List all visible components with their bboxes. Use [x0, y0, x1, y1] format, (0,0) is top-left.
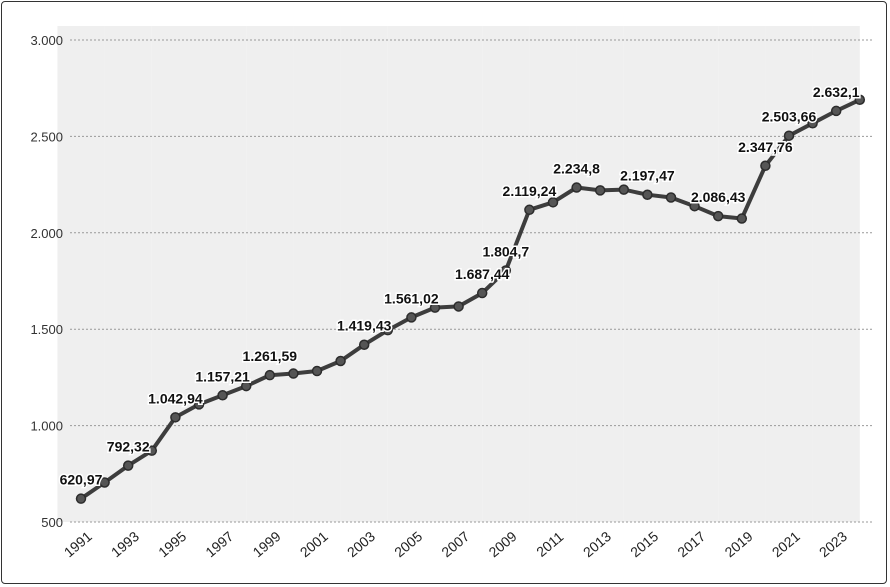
data-point — [783, 130, 795, 141]
data-label: 2.119,24 — [503, 183, 557, 199]
series-line-group — [79, 97, 862, 501]
band — [671, 26, 719, 522]
data-point — [736, 213, 748, 224]
x-tick-label: 2011 — [533, 528, 567, 560]
data-point — [358, 339, 370, 350]
data-point — [311, 365, 323, 377]
data-point — [571, 182, 582, 193]
data-label: 1.157,21 — [195, 368, 250, 384]
y-tick-label: 2.000 — [30, 226, 63, 241]
band — [623, 26, 671, 522]
band — [765, 26, 813, 522]
data-point — [500, 265, 512, 276]
data-point — [122, 460, 134, 471]
band — [812, 26, 860, 522]
data-label: 1.561,02 — [384, 290, 439, 306]
band — [104, 26, 152, 522]
y-tick-label: 1.000 — [30, 419, 63, 434]
data-label: 1.804,7 — [482, 243, 529, 259]
grid-lines — [70, 39, 874, 523]
data-point — [217, 390, 228, 401]
data-point — [99, 477, 110, 488]
band — [57, 26, 105, 522]
band — [718, 26, 766, 522]
data-point — [429, 302, 441, 313]
band — [576, 26, 624, 522]
x-tick-label: 1993 — [108, 528, 142, 560]
y-axis-ticks: 500 1.000 1.500 2.000 2.500 3.000 — [30, 33, 63, 530]
x-tick-label: 2017 — [674, 528, 708, 560]
band — [151, 26, 199, 522]
data-point — [335, 355, 346, 367]
data-point — [665, 192, 677, 203]
x-tick-label: 1999 — [250, 528, 284, 560]
data-label: 2.632,1 — [813, 84, 860, 100]
data-point — [288, 368, 299, 379]
band — [293, 26, 341, 522]
data-point — [524, 204, 535, 216]
data-point — [146, 445, 158, 456]
data-point — [453, 301, 464, 312]
y-tick-label: 3.000 — [30, 33, 63, 48]
band — [529, 26, 577, 522]
band — [387, 26, 435, 522]
data-point — [760, 160, 771, 172]
band — [340, 26, 388, 522]
data-label: 2.234,8 — [553, 161, 600, 177]
data-point — [642, 189, 653, 200]
data-labels: 620,97 792,32 1.042,94 1.157,21 1.261,59 1.41… — [58, 82, 861, 489]
band — [246, 26, 294, 522]
data-label: 1.687,44 — [455, 266, 510, 282]
data-label: 1.261,59 — [243, 348, 298, 364]
data-point — [382, 324, 394, 336]
x-tick-label: 1997 — [202, 528, 236, 560]
x-tick-label: 2007 — [438, 528, 472, 560]
x-tick-label: 2001 — [297, 528, 331, 560]
data-point — [854, 94, 866, 106]
data-label: 2.503,66 — [762, 109, 817, 125]
x-tick-label: 2009 — [486, 528, 520, 560]
data-point — [476, 287, 488, 299]
data-points — [75, 94, 866, 504]
x-tick-label: 2019 — [722, 528, 756, 560]
x-tick-label: 2003 — [344, 528, 378, 560]
x-tick-label: 2021 — [769, 528, 803, 560]
data-point — [75, 493, 87, 504]
data-label: 2.347,76 — [738, 139, 793, 155]
band — [435, 26, 483, 522]
data-point — [406, 312, 417, 323]
data-point — [807, 118, 818, 129]
data-label: 620,97 — [60, 472, 103, 488]
x-tick-label: 2023 — [816, 528, 850, 560]
x-tick-label: 2005 — [391, 528, 425, 560]
band — [199, 26, 247, 522]
data-label: 1.419,43 — [337, 318, 392, 334]
data-label: 2.086,43 — [691, 189, 746, 205]
data-label: 792,32 — [107, 439, 150, 455]
data-point — [264, 369, 276, 381]
data-point — [689, 200, 700, 212]
x-axis-ticks: 1991 1993 1995 1997 1999 2001 2003 2005 2007 2009… — [61, 528, 851, 560]
data-point — [594, 185, 606, 196]
data-point — [170, 412, 181, 423]
data-point — [240, 380, 252, 392]
data-point — [712, 210, 724, 222]
x-tick-label: 2013 — [580, 528, 614, 560]
data-label: 1.042,94 — [148, 390, 203, 406]
x-tick-label: 1995 — [155, 528, 189, 560]
data-point — [618, 184, 630, 195]
x-tick-label: 1991 — [61, 528, 95, 560]
y-tick-label: 1.500 — [30, 322, 63, 337]
series-line — [79, 97, 862, 501]
y-tick-label: 2.500 — [30, 129, 63, 144]
data-point — [830, 105, 842, 117]
data-point — [193, 399, 205, 410]
data-point — [547, 197, 559, 208]
y-tick-label: 500 — [41, 515, 63, 530]
data-label: 2.197,47 — [620, 168, 675, 184]
x-tick-label: 2015 — [627, 528, 661, 560]
